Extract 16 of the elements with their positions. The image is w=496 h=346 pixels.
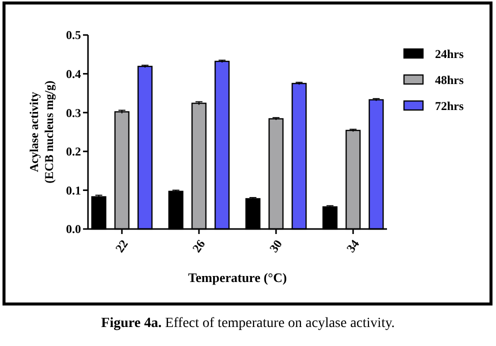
y-tick-label: 0.3 bbox=[66, 106, 81, 120]
y-tick-label: 0.1 bbox=[66, 183, 81, 198]
y-tick-label: 0.0 bbox=[66, 222, 81, 236]
x-tick-label: 34 bbox=[344, 237, 362, 255]
legend-label: 48hrs bbox=[435, 73, 464, 88]
y-tick-label: 0.2 bbox=[66, 144, 81, 159]
y-tick-label: 0.5 bbox=[66, 28, 81, 42]
caption: Figure 4a. Effect of temperature on acylase activity. bbox=[101, 316, 395, 331]
legend-label: 72hrs bbox=[435, 99, 464, 114]
y-tick-label: 0.4 bbox=[66, 67, 81, 81]
x-tick-label: 22 bbox=[112, 237, 131, 255]
legend-label: 24hrs bbox=[435, 47, 464, 62]
x-axis-title: Temperature (°C) bbox=[188, 270, 287, 285]
y-axis-title: Acylase activity (ECB nucleus mg/g) bbox=[27, 80, 56, 184]
x-tick-label: 30 bbox=[266, 237, 285, 255]
x-tick-label: 26 bbox=[190, 237, 208, 255]
